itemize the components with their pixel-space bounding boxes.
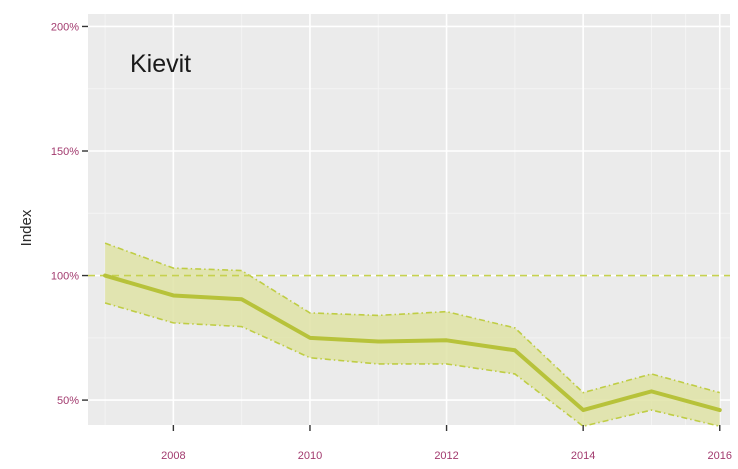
y-tick-label: 200% (51, 21, 79, 33)
x-tick-label: 2010 (298, 450, 322, 462)
y-tick-label: 100% (51, 271, 79, 283)
panel-label: Kievit (130, 50, 191, 78)
y-tick-label: 150% (51, 146, 79, 158)
x-tick-label: 2012 (434, 450, 458, 462)
x-tick-label: 2008 (161, 450, 185, 462)
x-tick-label: 2016 (708, 450, 732, 462)
y-tick-label: 50% (57, 395, 79, 407)
x-tick-label: 2014 (571, 450, 595, 462)
y-axis-title: Index (18, 209, 35, 246)
